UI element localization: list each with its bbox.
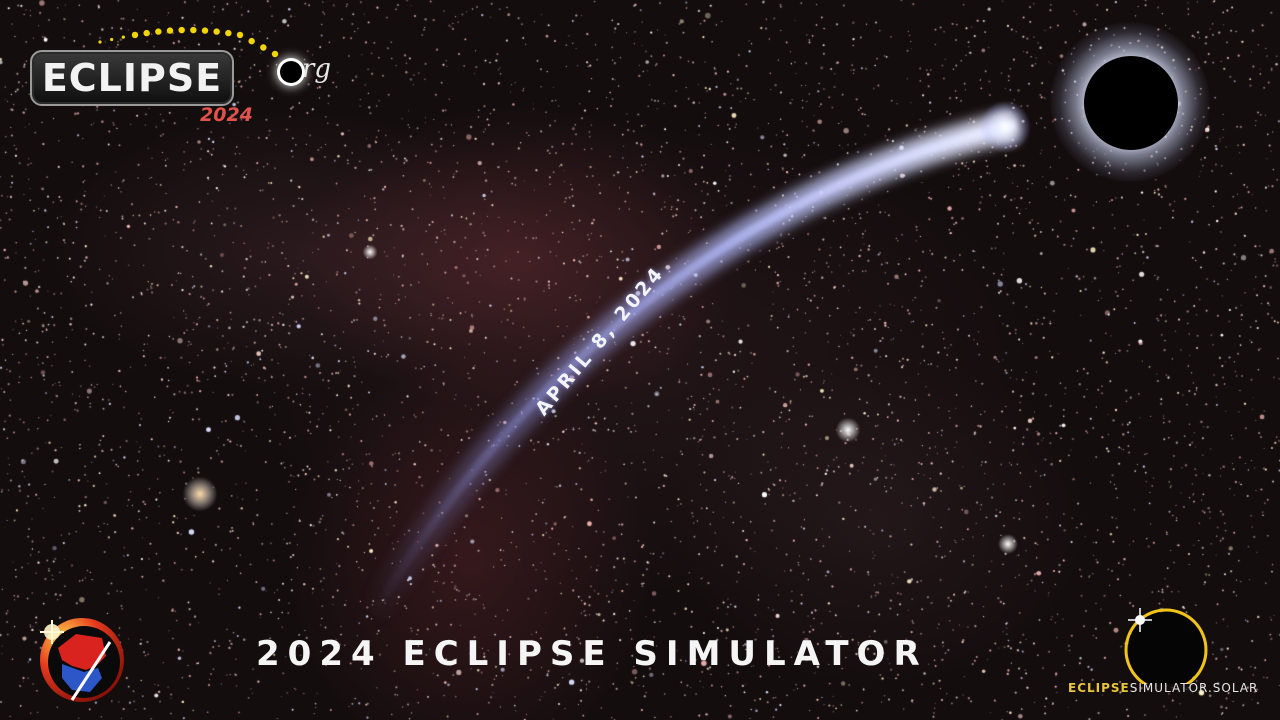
eclipse-sequence-arc-icon xyxy=(98,26,279,58)
eclipse-phase-dot xyxy=(178,26,185,34)
eclipse-phase-dot xyxy=(248,37,255,45)
diamond-ring-eclipse-icon xyxy=(1124,608,1208,684)
eclipse-phase-dot xyxy=(121,35,125,39)
eclipse-phase-dot xyxy=(155,28,162,35)
eclipse-phase-dot xyxy=(131,31,139,39)
simulator-title: 2024 ECLIPSE SIMULATOR xyxy=(256,634,928,674)
north-america-eclipse-path-badge-icon[interactable] xyxy=(32,608,128,704)
eclipse-phase-dot xyxy=(260,44,267,51)
eclipse-phase-dot xyxy=(98,40,102,44)
brand-part-simulator: SIMULATOR.SOLAR xyxy=(1129,681,1259,695)
eclipse-phase-dot xyxy=(166,27,174,34)
eclipse-phase-dot xyxy=(190,26,197,34)
eclipse-phase-dot xyxy=(110,37,114,42)
logo-org-suffix: rg xyxy=(302,54,332,84)
logo-word: ECLIPSE xyxy=(41,56,223,100)
org-sun-icon xyxy=(280,61,302,83)
eclipse-phase-dot xyxy=(143,29,150,37)
eclipse-phase-dot xyxy=(213,28,220,35)
eclipse-phase-dot xyxy=(236,31,244,39)
eclipse-phase-dot xyxy=(201,27,209,34)
eclipse-phase-dot xyxy=(271,50,279,58)
comet-tail-core xyxy=(366,120,1017,623)
eclipse-moon-disc xyxy=(1084,56,1178,150)
brand-part-eclipse: ECLIPSE xyxy=(1068,681,1130,695)
eclipse-2024-org-logo-icon[interactable]: ECLIPSE xyxy=(30,50,234,106)
simulator-brand-label[interactable]: ECLIPSESIMULATOR.SOLAR xyxy=(1068,681,1258,695)
eclipse-phase-dot xyxy=(225,29,232,37)
comet-tail-glow xyxy=(357,110,1019,628)
comet-head xyxy=(979,101,1031,153)
logo-year: 2024 xyxy=(200,104,253,126)
